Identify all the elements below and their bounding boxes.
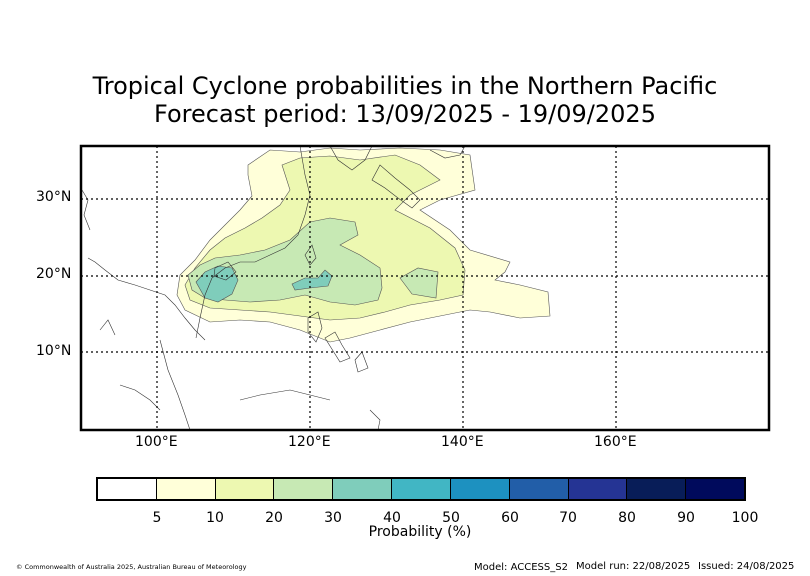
colorbar-box [392,479,451,499]
colorbar-box [274,479,334,499]
colorbar-tick: 70 [559,510,577,526]
colorbar-label: Probability (%) [368,524,472,540]
colorbar-box [156,479,216,499]
colorbar-tick: 60 [501,510,519,526]
colorbar-box [98,479,157,499]
colorbar-box [568,479,628,499]
colorbar-box [686,479,744,499]
colorbar-tick: 5 [152,510,162,526]
lon-label-100e: 100°E [135,434,178,450]
colorbar-tick: 20 [265,510,283,526]
lon-label-120e: 120°E [288,434,331,450]
colorbar-tick: 50 [442,510,460,526]
colorbar-tick: 100 [731,510,759,526]
issued-date: Issued: 24/08/2025 [698,561,795,572]
colorbar-box [450,479,510,499]
colorbar-tick: 30 [324,510,342,526]
map-frame [79,144,771,432]
chart-title: Tropical Cyclone probabilities in the No… [92,72,718,100]
model-name: Model: ACCESS_S2 [474,562,568,573]
lon-label-140e: 140°E [441,434,484,450]
colorbar-tick: 80 [618,510,636,526]
model-run-date: Model run: 22/08/2025 [576,561,691,572]
forecast-period: Forecast period: 13/09/2025 - 19/09/2025 [154,100,656,128]
colorbar-box [215,479,275,499]
prob-band-20-30-east [399,267,439,299]
lat-label-20n: 20°N [36,266,72,282]
colorbar-box [509,479,569,499]
lat-label-30n: 30°N [36,189,72,205]
lon-label-160e: 160°E [594,434,637,450]
copyright-notice: © Commonwealth of Australia 2025, Austra… [16,563,247,571]
prob-band-30-40 [195,265,239,303]
gridlines [81,146,769,430]
colorbar-tick: 10 [206,510,224,526]
colorbar-box [333,479,393,499]
colorbar [96,477,746,501]
colorbar-tick: 90 [677,510,695,526]
colorbar-tick: 40 [383,510,401,526]
colorbar-box [627,479,687,499]
lat-label-10n: 10°N [36,343,72,359]
